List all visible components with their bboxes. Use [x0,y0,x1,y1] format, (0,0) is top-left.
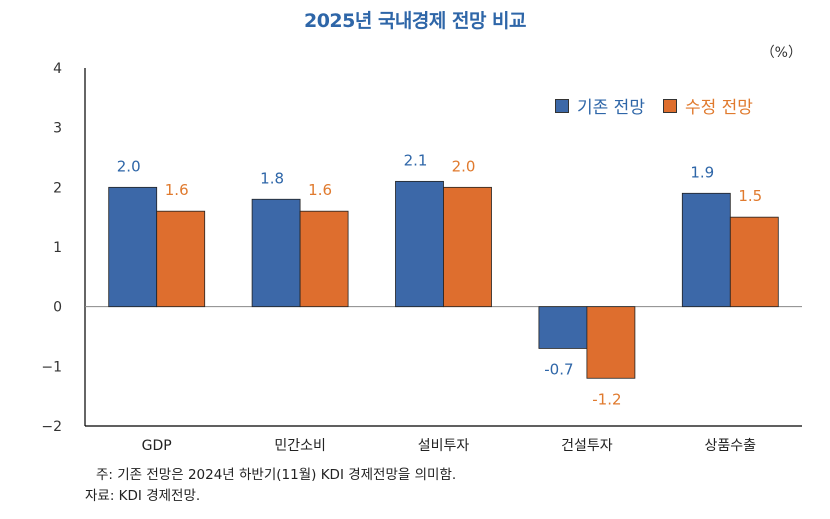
bar-original [251,198,301,308]
legend-item-original: 기존 전망 [555,93,645,118]
footnote: 주: 기존 전망은 2024년 하반기(11월) KDI 경제전망을 의미함. [96,467,457,483]
legend-swatch-original [555,98,569,113]
data-label: -0.7 [544,360,573,378]
legend-label-revised: 수정 전망 [684,98,753,118]
legend: 기존 전망 수정 전망 [555,93,771,118]
data-label: 2.1 [404,151,428,169]
bar-revised [586,306,636,379]
bar-revised [443,186,492,308]
bar-original [395,180,444,308]
data-label: 2.0 [452,157,476,175]
legend-item-revised: 수정 전망 [662,93,753,118]
bar-revised [299,210,349,308]
bar-original [538,306,588,349]
data-label: 1.8 [260,169,284,187]
data-label: 1.6 [308,181,332,199]
data-label: 1.6 [165,181,189,199]
y-tick-label: −2 [41,419,62,435]
x-tick-label: 민간소비 [274,438,326,454]
y-tick-label: −1 [41,359,62,375]
unit-label: （%） [760,45,802,61]
y-tick-label: 1 [53,240,62,256]
x-tick-label: GDP [142,438,172,454]
data-label: 2.0 [117,157,141,175]
x-tick-label: 상품수출 [705,438,757,454]
bar-original [681,192,731,308]
bar-original [108,186,158,308]
data-label: 1.5 [738,187,762,205]
x-tick-label: 설비투자 [418,438,470,454]
legend-swatch-revised [662,98,677,113]
data-label: -1.2 [592,390,621,408]
legend-label-original: 기존 전망 [577,98,645,118]
y-tick-label: 0 [53,300,62,316]
data-label: 1.9 [690,163,714,181]
y-tick-label: 2 [53,180,62,196]
source-note: 자료: KDI 경제전망. [85,488,201,504]
chart-title: 2025년 국내경제 전망 비교 [303,10,527,32]
x-tick-label: 건설투자 [561,438,613,454]
bar-revised [156,210,206,308]
bar-revised [729,216,779,308]
y-tick-label: 4 [53,61,62,77]
y-tick-label: 3 [53,121,62,137]
